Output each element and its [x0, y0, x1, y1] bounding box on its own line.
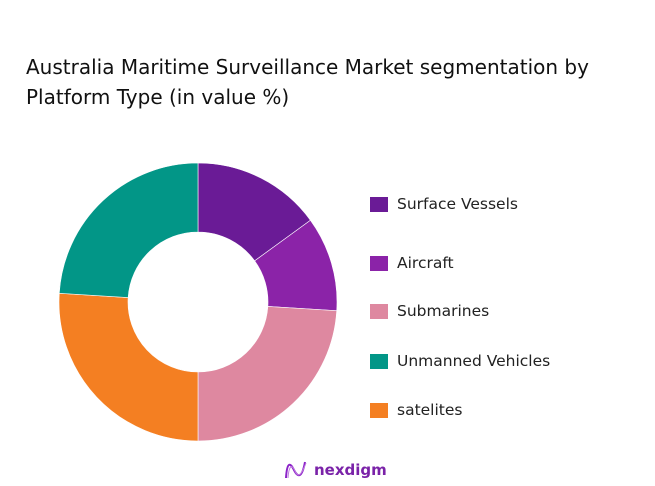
- legend-item-submarines: Submarines: [370, 302, 489, 320]
- legend-swatch: [370, 255, 388, 271]
- legend-label: Unmanned Vehicles: [397, 352, 551, 370]
- slice-satelites: [58, 292, 199, 442]
- slice-submarines: [197, 306, 338, 442]
- legend-label: satelites: [397, 401, 463, 419]
- legend-label: Aircraft: [397, 254, 454, 272]
- legend-swatch: [370, 196, 388, 212]
- logo-text: nexdigm: [314, 461, 387, 479]
- legend-item-satelites: satelites: [370, 401, 463, 419]
- nexdigm-logo: nexdigm: [284, 460, 387, 480]
- legend-swatch: [370, 303, 388, 319]
- legend-label: Submarines: [397, 302, 490, 320]
- legend-item-aircraft: Aircraft: [370, 254, 454, 272]
- chart-title: Australia Maritime Surveillance Market s…: [26, 55, 589, 109]
- logo-wave-icon: [285, 461, 307, 479]
- legend-swatch: [370, 353, 388, 369]
- legend-label: Surface Vessels: [397, 195, 518, 213]
- legend-item-surface-vessels: Surface Vessels: [370, 195, 518, 213]
- legend-item-unmanned-vehicles: Unmanned Vehicles: [370, 352, 550, 370]
- legend-swatch: [370, 402, 388, 418]
- slice-unmanned-vehicles: [58, 162, 199, 298]
